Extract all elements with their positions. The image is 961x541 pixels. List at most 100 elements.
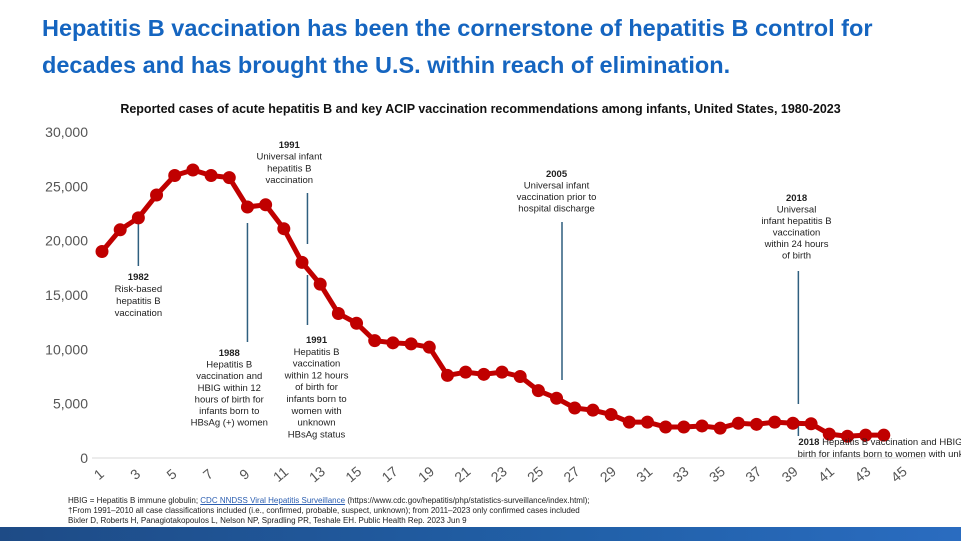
annotation-text: vaccination <box>773 228 821 239</box>
data-point <box>750 417 764 431</box>
annotation-text: of birth for <box>295 382 338 393</box>
x-tick-label: 31 <box>633 463 655 485</box>
data-point <box>477 367 491 381</box>
data-point <box>404 337 418 351</box>
data-point <box>495 365 509 379</box>
data-point <box>204 168 218 182</box>
data-point <box>422 340 436 354</box>
data-point <box>222 171 236 185</box>
data-point <box>131 211 145 225</box>
data-point <box>640 415 654 429</box>
y-tick-label: 30,000 <box>45 124 88 140</box>
annotation-text: hepatitis B <box>116 296 160 307</box>
annotation-text: vaccination and <box>196 371 262 382</box>
data-point <box>113 223 127 237</box>
headline: Hepatitis B vaccination has been the cor… <box>42 15 873 78</box>
data-point <box>731 416 745 430</box>
data-point <box>186 163 200 177</box>
y-tick-label: 25,000 <box>45 178 88 194</box>
data-point <box>150 188 164 202</box>
annotation-text: Universal infant <box>257 152 323 163</box>
x-tick-label: 13 <box>306 463 328 485</box>
cdc-surveillance-link[interactable]: CDC NNDSS Viral Hepatitis Surveillance <box>200 496 346 505</box>
footnote-hbig: HBIG = Hepatitis B immune globulin; <box>68 496 201 505</box>
x-tick-label: 27 <box>560 463 582 485</box>
data-point <box>168 168 182 182</box>
annotation-text: within 24 hours <box>764 239 829 250</box>
y-tick-label: 15,000 <box>45 287 88 303</box>
y-tick-label: 0 <box>80 450 88 466</box>
data-point <box>95 245 109 259</box>
x-tick-label: 19 <box>415 463 437 485</box>
data-point <box>786 416 800 430</box>
data-point <box>313 277 327 291</box>
y-tick-label: 20,000 <box>45 233 88 249</box>
annotation-year: 1991 <box>279 140 301 151</box>
data-point <box>259 198 273 212</box>
x-tick-label: 9 <box>236 465 252 482</box>
annotation-year: 2005 <box>546 169 568 180</box>
annotation-text: hospital discharge <box>518 204 595 215</box>
chart-title: Reported cases of acute hepatitis B and … <box>120 102 841 116</box>
x-tick-label: 17 <box>379 463 401 485</box>
annotation-text: infant hepatitis B <box>761 216 831 227</box>
data-point <box>859 428 873 442</box>
annotation-text: HBsAg (+) women <box>191 418 268 429</box>
annotation-text: infants born to <box>199 406 259 417</box>
x-tick-label: 23 <box>488 463 510 485</box>
annotation-text: vaccination <box>115 308 163 319</box>
x-tick-label: 5 <box>163 465 179 482</box>
data-point <box>677 420 691 434</box>
annotation-text: HBsAg status <box>288 429 346 440</box>
annotation-text: women with <box>290 406 341 417</box>
x-tick-label: 39 <box>779 463 801 485</box>
annotation-year: 1991 <box>306 335 328 346</box>
data-point <box>459 365 473 379</box>
annotation-year: 1988 <box>219 348 240 359</box>
data-point <box>604 408 618 422</box>
x-tick-label: 1 <box>91 465 107 482</box>
annotation-text: Hepatitis B <box>206 360 252 371</box>
annotation-2018-hbig: 2018 Hepatitis B vaccination and HBIG wi… <box>798 437 961 448</box>
x-tick-label: 41 <box>815 463 837 485</box>
data-point <box>513 370 527 383</box>
y-tick-label: 5,000 <box>53 396 88 412</box>
annotation-text: within 12 hours <box>284 370 349 381</box>
annotation-text: infants born to <box>286 394 346 405</box>
data-point <box>622 415 636 429</box>
x-tick-label: 3 <box>127 465 143 482</box>
data-point <box>877 428 891 442</box>
annotation-text: of birth <box>782 251 811 262</box>
data-point <box>368 334 382 348</box>
data-point <box>350 316 364 330</box>
data-point <box>277 222 291 236</box>
annotation-text: Hepatitis B <box>294 347 340 358</box>
x-tick-label: 21 <box>451 463 473 485</box>
annotation-text: Hepatitis B vaccination and HBIG within … <box>822 437 961 448</box>
footnotes: HBIG = Hepatitis B immune globulin; CDC … <box>68 496 590 526</box>
data-point <box>440 368 454 382</box>
x-tick-label: 11 <box>270 463 292 485</box>
data-point <box>840 429 854 443</box>
annotation-text: unknown <box>298 418 336 429</box>
data-point <box>695 419 709 433</box>
y-tick-label: 10,000 <box>45 341 88 357</box>
data-point <box>659 420 673 434</box>
footnote-citation: Bixler D, Roberts H, Panagiotakopoulos L… <box>68 516 467 525</box>
data-point <box>295 255 309 269</box>
annotation-year: 2018 <box>786 193 807 204</box>
data-point <box>804 417 818 431</box>
footnote-case-classification: †From 1991–2010 all case classifications… <box>68 506 580 515</box>
x-tick-label: 29 <box>597 463 619 485</box>
data-point <box>386 336 400 350</box>
data-point <box>586 403 600 417</box>
x-tick-label: 45 <box>888 463 910 485</box>
annotation-text: birth for infants born to women with unk… <box>798 449 961 460</box>
x-tick-label: 37 <box>742 463 764 485</box>
data-point <box>768 415 782 429</box>
